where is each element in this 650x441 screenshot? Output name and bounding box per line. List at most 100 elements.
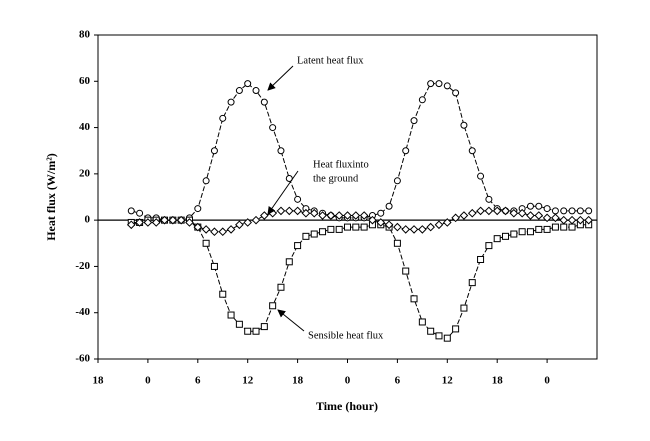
data-point	[477, 255, 485, 263]
data-point	[326, 211, 336, 220]
y-tick-label: -60	[75, 353, 90, 365]
data-point	[327, 225, 335, 233]
data-point	[202, 177, 210, 185]
annotation: Sensible heat flux	[308, 330, 384, 341]
data-point	[551, 223, 559, 231]
plot-frame	[97, 34, 598, 360]
data-point	[243, 218, 253, 227]
data-point	[410, 295, 418, 303]
y-tick-label: -20	[75, 260, 90, 272]
x-tick-label: 12	[442, 375, 454, 387]
x-tick-label: 0	[544, 375, 550, 387]
annotation-arrow	[267, 65, 294, 91]
data-point	[435, 332, 443, 340]
data-point	[244, 80, 252, 88]
data-point	[452, 89, 460, 97]
data-point	[168, 215, 178, 225]
data-point	[560, 207, 568, 215]
data-point	[269, 302, 277, 310]
data-point	[310, 230, 318, 238]
data-point	[526, 211, 535, 220]
data-point	[218, 227, 228, 237]
data-point	[476, 206, 485, 216]
data-point	[535, 225, 543, 233]
data-point	[435, 80, 443, 88]
annotation: Heat fluxinto	[313, 159, 369, 170]
data-point	[319, 228, 327, 236]
data-point	[359, 211, 369, 220]
annotation: the ground	[313, 173, 359, 184]
series-line	[131, 82, 589, 221]
data-point	[534, 211, 544, 220]
data-point	[551, 213, 560, 223]
data-point	[318, 211, 327, 220]
data-point	[526, 228, 534, 236]
data-point	[501, 206, 510, 216]
data-point	[452, 325, 460, 333]
data-point	[377, 209, 385, 217]
data-point	[251, 215, 261, 225]
data-point	[135, 218, 144, 227]
data-point	[294, 242, 302, 250]
data-point	[442, 218, 452, 227]
data-point	[576, 207, 584, 215]
data-point	[443, 334, 451, 342]
data-point	[151, 218, 161, 227]
data-point	[427, 327, 435, 335]
data-point	[460, 304, 468, 312]
data-point	[492, 206, 502, 216]
data-point	[443, 82, 451, 90]
data-point	[535, 202, 543, 210]
data-point	[484, 206, 494, 216]
data-point	[176, 215, 186, 225]
data-point	[551, 207, 559, 215]
data-point	[344, 223, 351, 231]
data-point	[543, 205, 551, 213]
data-point	[376, 218, 386, 227]
data-point	[277, 283, 285, 291]
data-point	[235, 220, 244, 230]
data-point	[568, 223, 576, 231]
data-point	[542, 213, 552, 223]
data-point	[226, 225, 236, 234]
data-point	[276, 206, 286, 216]
annotation-arrow	[267, 170, 299, 215]
data-point	[193, 222, 203, 232]
data-point	[384, 220, 394, 230]
data-point	[269, 124, 277, 132]
data-point	[409, 225, 419, 234]
data-point	[477, 172, 485, 180]
data-point	[526, 202, 534, 210]
x-tick-label: 0	[145, 375, 151, 387]
data-point	[343, 211, 352, 220]
data-point	[493, 235, 501, 243]
data-point	[302, 232, 310, 240]
data-point	[393, 177, 401, 185]
data-point	[260, 211, 269, 220]
annotation: Latent heat flux	[297, 55, 364, 66]
y-tick-label: 0	[85, 214, 91, 226]
data-point	[235, 87, 243, 95]
data-point	[460, 121, 468, 129]
y-tick-label: 80	[79, 29, 91, 41]
data-point	[584, 215, 593, 225]
data-point	[285, 258, 293, 266]
x-tick-label: 6	[195, 375, 201, 387]
data-point	[284, 206, 294, 216]
data-point	[393, 222, 402, 232]
data-point	[402, 147, 410, 155]
data-point	[219, 114, 227, 122]
data-point	[351, 211, 361, 220]
x-tick-label: 18	[492, 375, 504, 387]
data-point	[567, 215, 577, 225]
x-tick-label: 6	[395, 375, 401, 387]
data-point	[401, 225, 411, 234]
data-point	[252, 87, 260, 95]
data-point	[335, 225, 343, 233]
data-point	[143, 218, 153, 227]
data-point	[451, 213, 460, 223]
data-point	[467, 208, 477, 218]
data-point	[418, 96, 426, 104]
x-tick-label: 0	[345, 375, 351, 387]
data-point	[485, 195, 493, 203]
